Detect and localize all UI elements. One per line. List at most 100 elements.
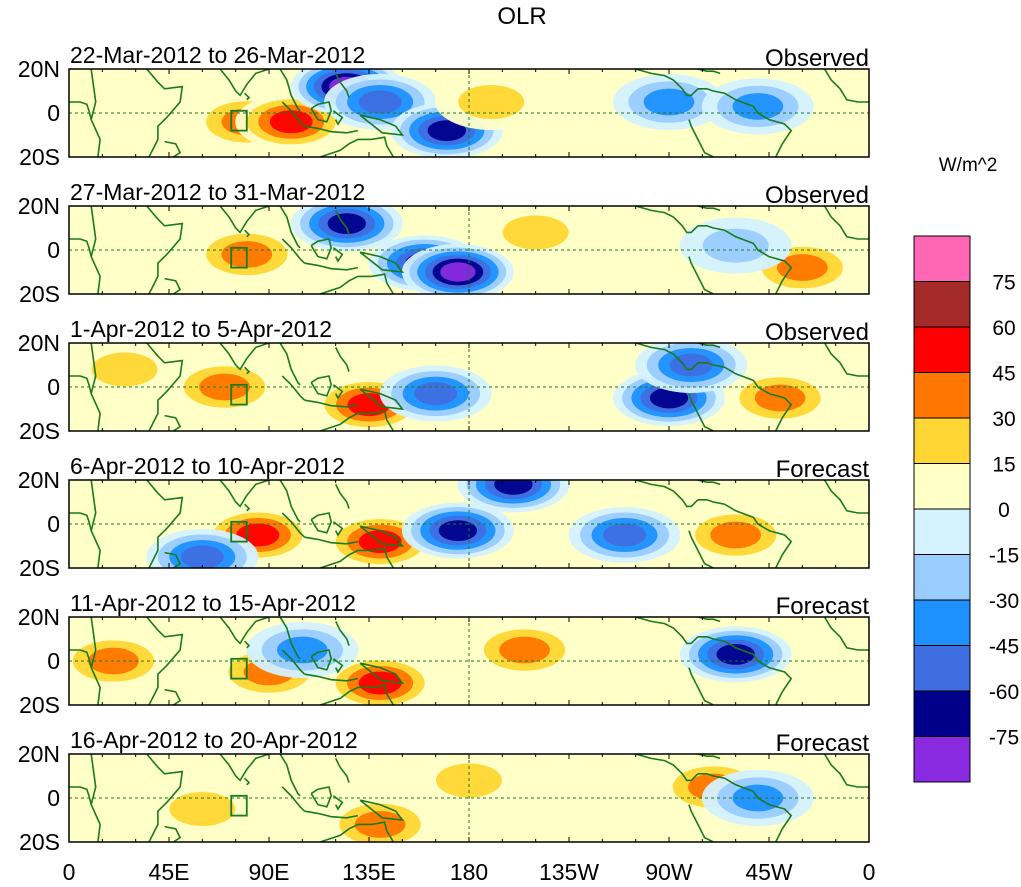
anomaly-contour [494,480,533,495]
anomaly-contour [358,671,402,695]
coastline [244,92,251,101]
coastlines [69,754,869,842]
panel-4: 20N 0 20S 6-Apr-2012 to 10-Apr-2012 Forecast [18,453,870,581]
coastline [164,140,182,157]
coastline [332,521,344,537]
anomaly-contour [458,85,525,119]
anomaly-contour [777,254,828,281]
panel-2: 20N 0 20S 27-Mar-2012 to 31-Mar-2012 Observe… [18,179,870,307]
anomaly-contour [499,636,550,664]
coastline [279,754,301,797]
colorbar-swatch [913,645,971,692]
colorbar-units-label: W/m^2 [939,155,998,176]
x-tick-label: 135E [342,859,396,885]
coastline [219,69,270,97]
x-tick-label: 90W [645,859,693,885]
coastline [69,512,92,531]
y-tick-label: 0 [47,511,60,537]
y-tick-label: 20S [19,555,60,581]
anomaly-contour [440,262,476,282]
anomaly-contour [180,545,224,568]
coastline [332,247,344,263]
coastline [332,658,344,674]
coastline [281,375,306,401]
anomaly-contour [502,215,569,250]
coastlines [69,343,869,431]
coastline [332,384,344,400]
colorbar-level-label: 60 [992,317,1015,340]
colorbar-level-label: -15 [989,545,1019,568]
coastline [688,530,714,568]
coastline [69,238,92,257]
coastline [332,795,344,811]
colorbar-swatch [913,554,971,601]
coastline [279,480,301,523]
coastline [310,786,333,808]
coastline [334,484,350,509]
y-tick-label: 0 [47,237,60,263]
coastline [281,512,306,538]
colorbar-swatch [913,372,971,419]
coastline [281,101,306,127]
coastline [304,262,359,271]
x-tick-label: 90E [249,859,290,885]
coastline [244,229,251,238]
anomaly-contour [414,382,458,406]
region-box [230,520,248,543]
region-box [230,794,248,817]
anomaly-contour [438,520,478,541]
colorbar-swatch [913,690,971,737]
anomaly-contour [669,353,713,377]
coastline [244,503,251,512]
coastline [697,88,793,157]
coastline [688,667,714,705]
y-tick-label: 20S [19,144,60,170]
coastline [823,343,869,377]
y-tick-label: 20S [19,829,60,855]
coastline [635,343,699,371]
coastline [69,375,92,394]
coastline [688,393,714,431]
anomaly-contour [649,387,689,409]
colorbar-level-label: 0 [998,499,1010,522]
colorbar-level-label: -75 [989,727,1019,750]
y-tick-label: 20S [19,692,60,718]
coastline [359,114,405,136]
coastline [332,110,344,126]
coastline [310,375,333,397]
chart-title: OLR [497,3,546,30]
coastline [635,617,699,645]
panel-kind: Observed [765,45,869,72]
coastline [244,366,251,375]
anomaly-contour [643,88,695,116]
coastline [334,210,350,235]
coastline [164,277,182,294]
coastline [281,649,306,675]
colorbar-swatch [913,599,971,646]
y-tick-label: 20N [18,741,60,767]
x-axis: 0 45E 90E 135E 180 135W 90W 45W 0 [63,859,876,885]
coastline [359,388,405,410]
coastline [304,673,359,682]
coastline [688,119,714,157]
anomaly-field [69,622,792,705]
anomaly-contour [327,213,366,235]
anomaly-contour [603,523,647,547]
coastline [334,73,350,98]
coastline [219,343,270,371]
coastline [697,773,793,842]
coastline [334,347,350,372]
y-tick-label: 0 [47,648,60,674]
coastline [823,206,869,240]
panel-kind: Forecast [776,456,870,483]
y-tick-label: 0 [47,374,60,400]
coastline [304,125,359,134]
coastlines [69,206,869,294]
colorbar-swatch [913,508,971,555]
coastline [281,238,306,264]
anomaly-contour [358,90,402,114]
anomaly-contour [732,93,784,120]
coastline [319,273,395,294]
anomaly-contour [716,644,755,665]
coastline [219,754,270,782]
